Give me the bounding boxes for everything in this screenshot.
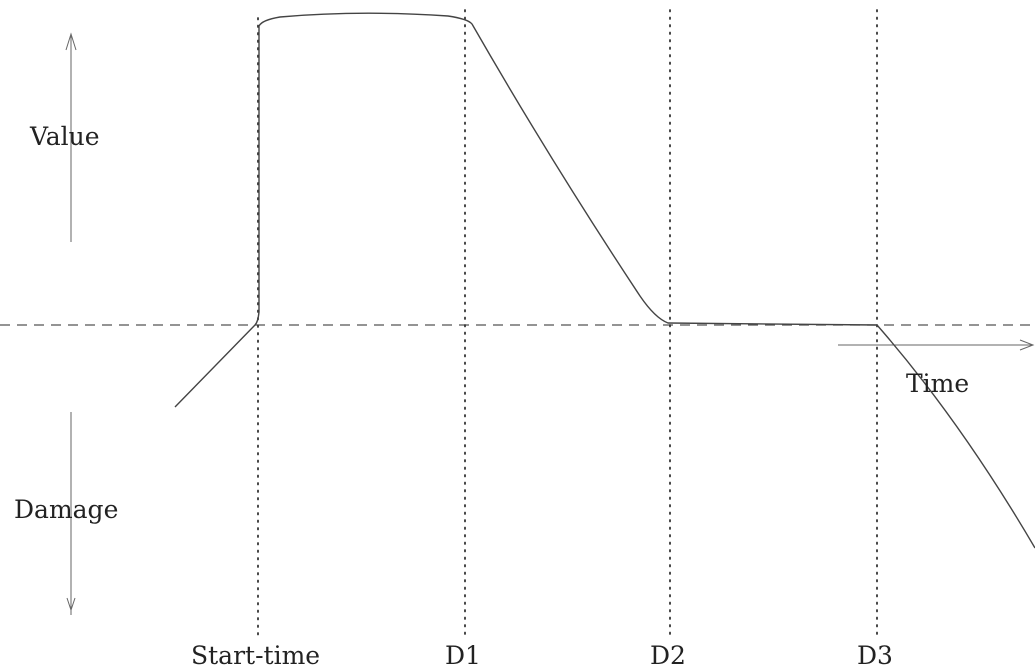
d3-label: D3 (857, 641, 893, 667)
time-axis-label: Time (906, 369, 969, 398)
value-up-arrow-icon (65, 32, 77, 242)
damage-axis-label: Damage (14, 495, 118, 524)
start-time-label: Start-time (191, 641, 320, 667)
value-axis-label: Value (29, 122, 100, 151)
d1-label: D1 (445, 641, 481, 667)
value-curve (174, 12, 1035, 549)
d2-label: D2 (650, 641, 686, 667)
damage-down-arrow-icon (66, 412, 76, 615)
time-right-arrow-icon (838, 339, 1035, 351)
